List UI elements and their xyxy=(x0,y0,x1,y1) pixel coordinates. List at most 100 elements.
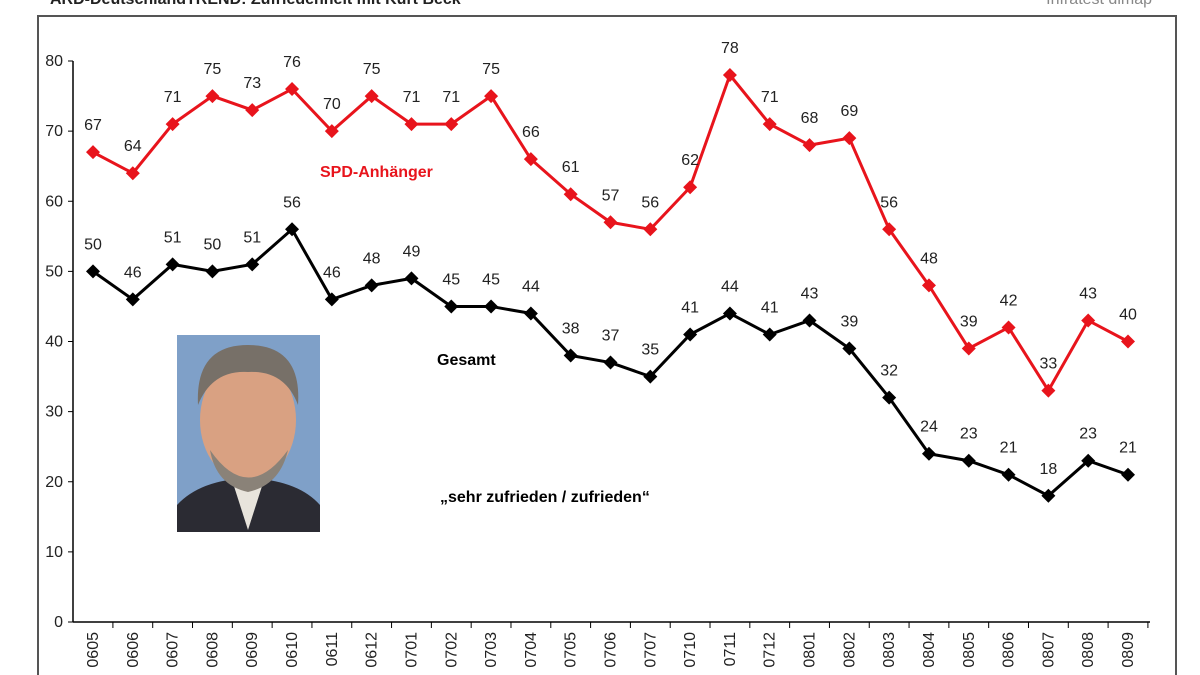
data-label: 37 xyxy=(602,328,620,345)
data-label: 48 xyxy=(363,250,381,267)
y-tick-label: 80 xyxy=(45,53,63,70)
data-point xyxy=(86,145,100,160)
data-label: 50 xyxy=(204,236,222,253)
data-label: 45 xyxy=(482,271,500,288)
x-tick-label: 0806 xyxy=(1001,632,1018,668)
data-point xyxy=(404,271,419,286)
data-label: 56 xyxy=(880,194,898,211)
data-label: 68 xyxy=(801,110,819,127)
data-label: 41 xyxy=(761,299,779,316)
data-point xyxy=(404,117,419,132)
x-tick-label: 0801 xyxy=(802,632,819,668)
x-tick-label: 0704 xyxy=(523,632,540,668)
x-tick-label: 0705 xyxy=(563,632,580,668)
data-point xyxy=(842,341,857,356)
series-label: SPD-Anhänger xyxy=(320,164,433,181)
data-label: 45 xyxy=(442,271,460,288)
x-tick-label: 0706 xyxy=(603,632,620,668)
data-label: 46 xyxy=(124,264,142,281)
x-tick-label: 0605 xyxy=(85,632,102,668)
chart-frame xyxy=(37,15,1177,675)
data-label: 66 xyxy=(522,124,540,141)
data-label: 73 xyxy=(243,75,261,92)
data-label: 49 xyxy=(403,243,421,260)
data-label: 75 xyxy=(204,61,222,78)
x-tick-label: 0707 xyxy=(642,632,659,668)
data-label: 21 xyxy=(1119,440,1137,457)
data-point xyxy=(484,89,499,104)
x-tick-label: 0609 xyxy=(244,632,261,668)
data-label: 39 xyxy=(840,314,858,331)
data-point xyxy=(444,299,459,314)
data-point xyxy=(1001,467,1016,482)
data-point xyxy=(1081,453,1096,468)
x-tick-label: 0805 xyxy=(961,632,978,668)
data-point xyxy=(324,124,339,139)
x-tick-label: 0611 xyxy=(324,632,341,667)
data-point xyxy=(205,89,220,104)
data-point xyxy=(762,117,777,132)
data-point xyxy=(1041,488,1056,503)
data-label: 48 xyxy=(920,250,938,267)
data-label: 43 xyxy=(801,285,819,302)
data-point xyxy=(683,180,698,195)
data-point xyxy=(324,292,339,307)
data-point xyxy=(921,278,936,293)
y-tick-label: 60 xyxy=(45,193,63,210)
data-point xyxy=(245,103,260,118)
x-tick-label: 0607 xyxy=(165,632,182,668)
data-point xyxy=(762,327,777,342)
data-point xyxy=(484,299,499,314)
data-point xyxy=(1081,313,1096,328)
data-point xyxy=(125,166,140,181)
data-point xyxy=(523,152,538,167)
data-label: 46 xyxy=(323,264,341,281)
chart-title: ARD-DeutschlandTREND: Zufriedenheit mit … xyxy=(50,0,461,8)
data-point xyxy=(364,278,379,293)
y-tick-label: 40 xyxy=(45,334,63,351)
data-point xyxy=(205,264,220,279)
x-tick-label: 0612 xyxy=(364,632,381,668)
data-label: 56 xyxy=(283,194,301,211)
data-label: 56 xyxy=(641,194,659,211)
data-label: 42 xyxy=(1000,292,1018,309)
data-point xyxy=(842,131,857,146)
data-label: 71 xyxy=(442,89,460,106)
data-point xyxy=(603,215,618,230)
data-label: 70 xyxy=(323,96,341,113)
y-tick-label: 30 xyxy=(45,404,63,421)
data-point xyxy=(444,117,459,132)
data-point xyxy=(882,222,897,237)
data-label: 24 xyxy=(920,419,938,436)
data-point xyxy=(523,306,538,321)
data-point xyxy=(603,355,618,370)
y-tick-label: 50 xyxy=(45,263,63,280)
data-label: 61 xyxy=(562,159,580,176)
annotation: „sehr zufrieden / zufrieden“ xyxy=(440,489,650,506)
data-label: 75 xyxy=(482,61,500,78)
data-point xyxy=(245,257,260,272)
data-label: 23 xyxy=(960,426,978,443)
x-tick-label: 0802 xyxy=(841,632,858,668)
data-label: 71 xyxy=(761,89,779,106)
data-label: 75 xyxy=(363,61,381,78)
x-tick-label: 0807 xyxy=(1040,632,1057,668)
data-point xyxy=(643,222,658,237)
y-tick-label: 70 xyxy=(45,123,63,140)
data-label: 40 xyxy=(1119,307,1137,324)
data-point xyxy=(802,138,817,153)
data-label: 18 xyxy=(1039,461,1057,478)
data-label: 62 xyxy=(681,152,699,169)
x-tick-label: 0703 xyxy=(483,632,500,668)
data-label: 71 xyxy=(164,89,182,106)
data-point xyxy=(563,348,578,363)
data-point xyxy=(364,89,379,104)
data-label: 41 xyxy=(681,299,699,316)
x-tick-label: 0809 xyxy=(1120,632,1137,668)
data-label: 39 xyxy=(960,314,978,331)
data-point xyxy=(285,222,300,237)
data-label: 51 xyxy=(243,229,261,246)
data-point xyxy=(643,369,658,384)
data-point xyxy=(165,257,180,272)
